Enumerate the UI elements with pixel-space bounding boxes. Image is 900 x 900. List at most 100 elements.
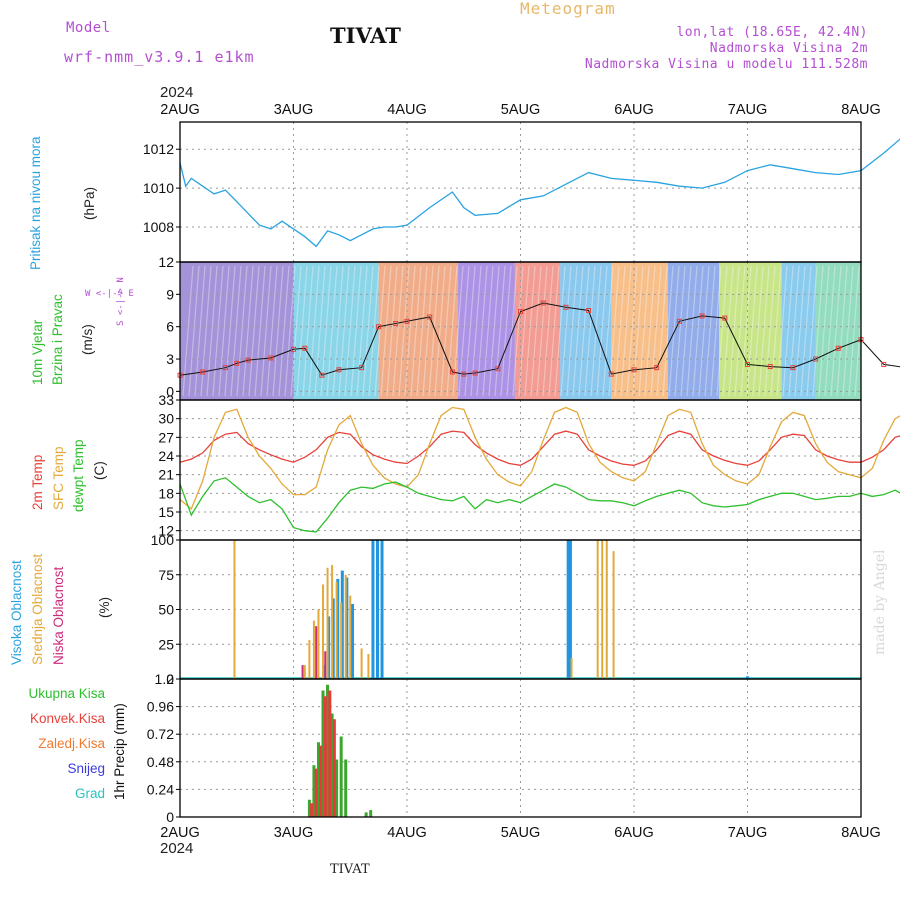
cloud-mid-bar [605, 540, 608, 679]
precip-legend-snow: Snijeg [67, 761, 105, 776]
model-elevation-label: Nadmorska Visina u modelu 111.528m [584, 57, 868, 72]
wind-band [293, 262, 379, 400]
cloud-high-bar [380, 540, 384, 679]
wind-barb-stroke [716, 265, 728, 397]
wind-speed-marker [540, 300, 546, 306]
wind-barb-stroke [662, 265, 674, 397]
x-tick-label-top: 4AUG [387, 102, 427, 118]
precip-total-bar [339, 736, 343, 817]
y-tick-label: 3 [166, 351, 174, 367]
cloud-mid-bar [303, 665, 306, 679]
lonlat-label: lon,lat (18.65E, 42.4N) [676, 25, 868, 40]
wind-speed-marker [449, 369, 455, 375]
cloud-mid-bar [601, 540, 604, 679]
cloud-mid-bar [596, 540, 599, 679]
cloud-mid-bar [233, 540, 236, 679]
wind-barb-stroke [788, 265, 800, 397]
wind-barb-stroke [392, 265, 404, 397]
precip-total-bar [312, 765, 316, 817]
wind-barb-stroke [710, 265, 722, 397]
wind-speed-marker [813, 356, 819, 362]
wind-speed-marker [234, 360, 240, 366]
wind-barb-stroke [296, 265, 308, 397]
wind-barb-stroke [434, 265, 446, 397]
wind-speed-marker [722, 315, 728, 321]
wind-barb-stroke [500, 265, 512, 397]
wind-barb-stroke [206, 265, 218, 397]
x-tick-label-top: 8AUG [841, 102, 881, 118]
wind-barb-stroke [614, 265, 626, 397]
wind-barb-stroke [830, 265, 842, 397]
wind-band [781, 262, 816, 400]
wind-band [378, 262, 459, 400]
precip-conv-bar [323, 696, 327, 817]
sfc-temp-line [179, 406, 900, 510]
wind-barb-stroke [422, 265, 434, 397]
wind-barb-stroke [656, 265, 668, 397]
wind-speed-marker [654, 365, 660, 371]
x-tick-label-top: 6AUG [614, 102, 654, 118]
year-top: 2024 [160, 84, 194, 101]
wind-speed-marker [495, 366, 501, 372]
wind-speed-marker [790, 365, 796, 371]
wind-speed-marker [319, 372, 325, 378]
wind-barb-stroke [290, 265, 302, 397]
y-tick-label: 21 [158, 467, 174, 483]
wind-band [458, 262, 515, 400]
wind-barb-stroke [608, 265, 620, 397]
wind-barb-stroke [854, 265, 866, 397]
wind-speed-marker [427, 314, 433, 320]
wind-barb-stroke [674, 265, 686, 397]
wind-barb-stroke [326, 265, 338, 397]
wind-barb-stroke [722, 265, 734, 397]
wind-speed-marker [200, 369, 206, 375]
wind-barb-stroke [254, 265, 266, 397]
wind-barb-stroke [308, 265, 320, 397]
y-tick-label: 30 [158, 411, 174, 427]
wind-barb-stroke [482, 265, 494, 397]
wind-speed-line [179, 302, 900, 376]
wind-barb-stroke [524, 265, 536, 397]
precip-legend-hail: Grad [74, 786, 105, 801]
cloud-low-bar [301, 665, 304, 679]
wind-barb-stroke [320, 265, 332, 397]
wind-barb-stroke [668, 265, 680, 397]
y-tick-label: 0.96 [147, 699, 174, 715]
cloud-mid-bar [340, 602, 343, 679]
wind-barb-stroke [188, 265, 200, 397]
wind-barb-stroke [542, 265, 554, 397]
station-title: TIVAT [330, 23, 401, 48]
wind-barb-stroke [374, 265, 386, 397]
wind-barb-stroke [842, 265, 854, 397]
wind-barb-stroke [536, 265, 548, 397]
precip-conv-bar [332, 719, 336, 817]
temp2m-line [179, 430, 900, 466]
precip-total-bar [335, 759, 339, 817]
model-name: wrf-nmm_v3.9.1 e1km [64, 48, 255, 66]
wind-barb-stroke [476, 265, 488, 397]
y-tick-label: 6 [166, 319, 174, 335]
wind-barb-stroke [386, 265, 398, 397]
wind-barb-stroke [776, 265, 788, 397]
x-tick-label-bottom: 3AUG [274, 825, 314, 841]
y-tick-label: 0 [166, 383, 174, 399]
precip-legend-frozen: Zaledj.Kisa [38, 736, 105, 751]
cloud-mid-bar [322, 584, 325, 679]
wind-barb-stroke [494, 265, 506, 397]
wind-barb-stroke [404, 265, 416, 397]
wind-speed-marker [563, 304, 569, 310]
wind-barb-stroke [512, 265, 524, 397]
y-tick-label: 9 [166, 286, 174, 302]
wind-barb-stroke [650, 265, 662, 397]
wind-barb-stroke [818, 265, 830, 397]
wind-barb-stroke [584, 265, 596, 397]
wind-speed-marker [631, 367, 637, 373]
wind-speed-marker [245, 357, 251, 363]
wind-barb-stroke [338, 265, 350, 397]
wind-barb-stroke [518, 265, 530, 397]
cloud-high-bar [327, 616, 331, 679]
cloud-mid-bar [360, 648, 363, 679]
precip-total-bar [326, 684, 330, 817]
model-label: Model [66, 20, 111, 36]
